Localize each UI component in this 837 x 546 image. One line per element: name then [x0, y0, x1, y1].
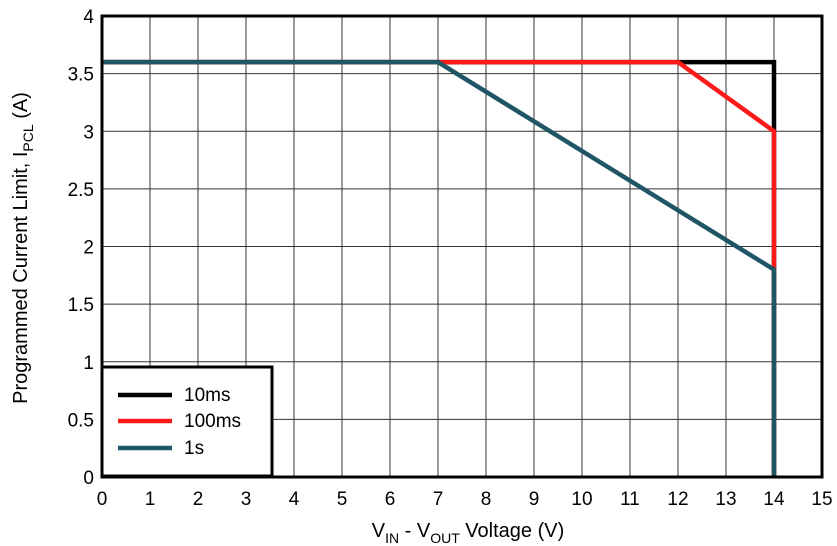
y-tick-label: 3.5: [68, 65, 94, 86]
x-tick-label: 0: [97, 489, 108, 510]
x-tick-label: 4: [289, 489, 300, 510]
x-tick-label: 10: [571, 489, 592, 510]
legend-label-10ms: 10ms: [184, 385, 230, 406]
y-tick-label: 0.5: [68, 410, 94, 431]
plot-frame: [100, 14, 824, 479]
x-tick-label: 8: [481, 489, 492, 510]
x-tick-label: 5: [337, 489, 348, 510]
y-tick-label: 1: [83, 353, 94, 374]
x-tick-label: 15: [811, 489, 832, 510]
x-axis-label-tail: Voltage (V): [460, 520, 565, 542]
y-tick-label: 1.5: [68, 295, 94, 316]
x-axis-label-v: V: [372, 520, 386, 542]
x-tick-label: 14: [763, 489, 785, 510]
y-axis-label-sub: PCL: [20, 124, 36, 151]
y-tick-label: 0: [83, 468, 94, 489]
legend-label-100ms: 100ms: [184, 411, 241, 432]
x-tick-label: 1: [145, 489, 156, 510]
y-axis-label-main: Programmed Current Limit, I: [10, 152, 32, 404]
x-tick-label: 2: [193, 489, 204, 510]
y-axis-label-tail: (A): [10, 92, 32, 124]
x-axis-label-sub-in: IN: [385, 530, 399, 546]
x-axis-label-sub-out: OUT: [430, 530, 460, 546]
x-tick-label: 6: [385, 489, 396, 510]
x-tick-label: 13: [715, 489, 736, 510]
y-tick-label: 2: [83, 238, 94, 259]
y-tick-labels: 0 0.5 1 1.5 2 2.5 3 3.5 4: [68, 7, 95, 489]
x-tick-label: 7: [433, 489, 444, 510]
y-tick-label: 3: [83, 122, 94, 143]
x-tick-label: 9: [529, 489, 540, 510]
x-tick-labels: 0 1 2 3 4 5 6 7 8 9 10 11 12 13 14 15: [97, 489, 833, 510]
x-tick-label: 11: [620, 489, 640, 510]
y-tick-label: 4: [83, 7, 94, 28]
legend: 10ms 100ms 1s: [100, 365, 274, 478]
x-tick-label: 3: [241, 489, 252, 510]
x-tick-label: 12: [667, 489, 688, 510]
x-axis-label: VIN - VOUT Voltage (V): [372, 520, 565, 546]
series-line-1s: [102, 59, 777, 477]
series-lines: [102, 59, 777, 477]
y-tick-label: 2.5: [68, 180, 94, 201]
legend-label-1s: 1s: [184, 438, 204, 459]
y-axis-label: Programmed Current Limit, IPCL (A): [10, 92, 36, 404]
x-axis-label-mid: - V: [399, 520, 431, 542]
